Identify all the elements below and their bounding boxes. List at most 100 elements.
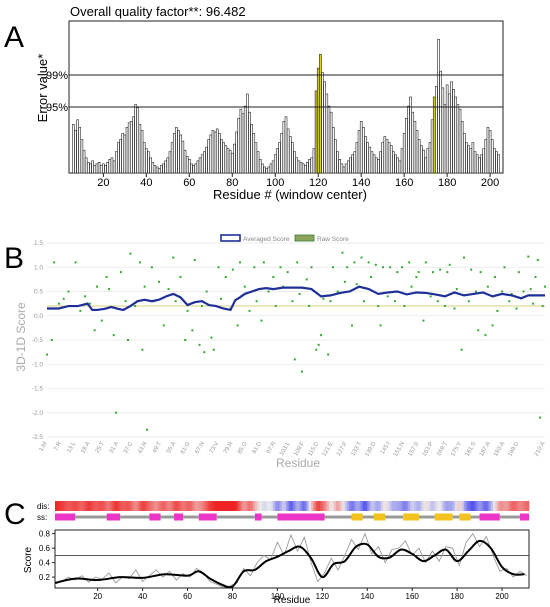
panel-c-disorder-cell (194, 501, 197, 511)
panel-a-bar (183, 149, 187, 174)
panel-b-raw-point (429, 295, 432, 298)
panel-a-bar (172, 133, 176, 174)
panel-c-y-tick-label: 0.2 (39, 573, 51, 582)
panel-c-disorder-cell (457, 501, 460, 511)
panel-a-bar (368, 146, 372, 174)
panel-c-ss-strand (434, 513, 453, 521)
panel-a-bar (76, 119, 79, 174)
panel-b-raw-point (79, 309, 82, 312)
panel-b-raw-point (262, 261, 265, 264)
panel-c-disorder-cell (513, 501, 516, 511)
panel-b-raw-point (439, 268, 442, 271)
panel-b-y-ticks: -2.5 -2.0 -1.5 -1.0 -0.5 0.0 0.5 1.0 1.5 (32, 240, 44, 441)
panel-b-raw-point (255, 300, 258, 303)
panel-b-raw-point (370, 275, 373, 278)
panel-c-disorder-cell (403, 501, 406, 511)
panel-c-disorder-cell (520, 501, 523, 511)
panel-b-x-tick-label: 79:R (223, 440, 235, 455)
panel-a-bar (484, 139, 488, 174)
panel-c-ss-strip (55, 513, 529, 521)
panel-a-bar (132, 116, 135, 174)
panel-b-ylabel: 3D-1D Score (14, 302, 28, 372)
panel-b-raw-point (522, 290, 525, 293)
panel-a-bar (237, 117, 241, 174)
panel-b-raw-point (443, 305, 446, 308)
panel-b-raw-point (260, 319, 263, 322)
panel-a-bar (140, 130, 144, 174)
panel-a: A Overall quality factor**: 96.482 Error… (4, 4, 504, 202)
panel-b-raw-point (343, 280, 346, 283)
panel-c-ss-coil (418, 515, 435, 519)
panel-a-bar (220, 139, 223, 174)
panel-c-disorder-cell (344, 501, 348, 511)
panel-b-raw-point (389, 266, 392, 269)
panel-c-ss-strand (374, 513, 386, 521)
panel-c-disorder-cell (90, 501, 94, 511)
panel-a-bar (454, 96, 458, 174)
panel-b-raw-point (198, 343, 201, 346)
panel-a-bar (327, 105, 331, 174)
panel-a-bar (224, 145, 228, 174)
panel-a-bar (284, 116, 288, 174)
panel-c-disorder-cell (93, 501, 96, 511)
panel-b-raw-point (279, 266, 282, 269)
panel-c-disorder-cell (113, 501, 116, 511)
panel-b-x-tick-label: 145:I (380, 441, 392, 456)
panel-b-raw-point (143, 285, 146, 288)
panel-a-bar (112, 160, 116, 174)
panel-c-disorder-cell (187, 501, 191, 511)
panel-b-y-tick-label: -1.0 (32, 361, 44, 368)
panel-a-bar (185, 155, 189, 174)
panel-a-bar (413, 121, 417, 174)
panel-b-raw-point (462, 256, 465, 259)
panel-b-x-tick-label: 37:C (123, 440, 135, 455)
panel-b-raw-point (129, 252, 132, 255)
panel-a-bar (198, 157, 202, 174)
panel-c-x-tick-label: 120 (316, 592, 330, 601)
legend-raw-label: Raw Score (317, 236, 349, 243)
panel-b-y-tick-label: -1.5 (32, 386, 44, 393)
panel-a-bar (441, 87, 445, 174)
panel-a-letter: A (4, 21, 24, 54)
panel-b-raw-point (57, 302, 60, 305)
panel-c-ss-coil (470, 515, 480, 519)
panel-b-raw-point (432, 271, 435, 274)
panel-c-disorder-cell (481, 501, 485, 511)
panel-a-bar (362, 127, 365, 174)
panel-c-disorder-cell (338, 501, 341, 511)
panel-c-letter: C (4, 498, 26, 531)
panel-a-bar (233, 143, 236, 174)
panel-a-bar (478, 157, 481, 174)
panel-b-x-tick-label: 1:M (39, 441, 49, 453)
panel-b-raw-point (253, 266, 256, 269)
panel-c-y-tick-label: 0.8 (39, 530, 51, 539)
panel-c-disorder-cell (61, 501, 65, 511)
panel-b-raw-point (460, 348, 463, 351)
panel-c-disorder-cell (445, 501, 449, 511)
panel-c-disorder-cell (486, 501, 489, 511)
panel-a-bar (411, 111, 415, 174)
panel-a-bar (80, 139, 84, 174)
panel-c-disorder-cell (389, 501, 393, 511)
panel-c-disorder-cell (356, 501, 359, 511)
panel-a-bar (235, 131, 238, 174)
panel-b-raw-point (53, 261, 56, 264)
panel-a-bar (314, 90, 318, 174)
panel-a-bar (366, 142, 369, 174)
panel-a-bar (246, 93, 249, 174)
panel-a-bar (357, 130, 361, 174)
panel-a-bar (351, 154, 354, 174)
panel-a-bar (93, 165, 97, 174)
panel-b-raw-point (274, 305, 277, 308)
panel-a-bar (465, 142, 468, 174)
panel-b-raw-point (210, 336, 213, 339)
panel-c-ss-label: ss: (37, 513, 47, 522)
panel-c-disorder-cell (245, 501, 249, 511)
panel-b-raw-point (124, 300, 127, 303)
panel-c-disorder-cell (120, 501, 123, 511)
panel-b-raw-point (167, 288, 170, 291)
panel-b-raw-point (424, 261, 427, 264)
panel-b-raw-point (179, 275, 182, 278)
panel-c-disorder-cell (391, 501, 395, 511)
